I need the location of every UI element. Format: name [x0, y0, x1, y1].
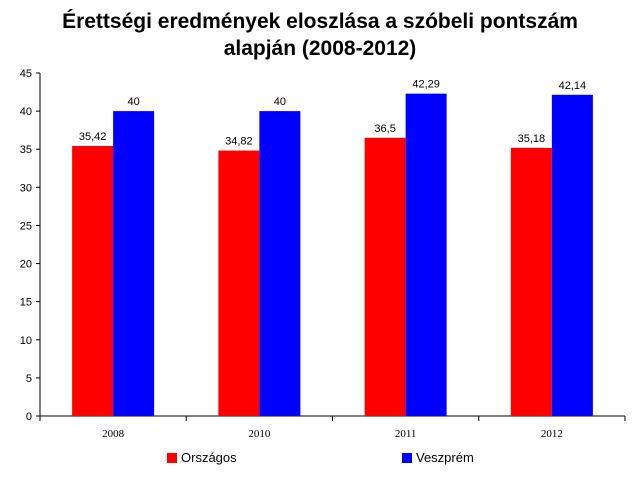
bar-chart: 0 5 10 15 20 25 30 35 40 45 2008 35,42 40 2010 34,82 40… [20, 68, 626, 440]
x-category-label: 2010 [248, 428, 271, 440]
legend-label-veszprem: Veszprém [416, 450, 474, 465]
y-tick-label: 30 [20, 182, 32, 194]
x-category-label: 2012 [541, 428, 563, 440]
bar-orszagos [364, 137, 406, 417]
legend-swatch-orszagos [167, 452, 177, 463]
x-category-label: 2011 [395, 428, 417, 440]
x-category-label: 2008 [102, 428, 125, 440]
bar-orszagos [218, 150, 260, 416]
bar-veszprem [405, 93, 447, 416]
legend: Országos Veszprém [0, 450, 640, 470]
bar-veszprem [259, 111, 301, 416]
bar-orszagos [72, 146, 114, 417]
bar-orszagos [510, 147, 552, 416]
y-tick-label: 5 [26, 373, 32, 385]
y-tick-label: 40 [20, 106, 32, 118]
bar-veszprem [113, 111, 155, 416]
data-label: 42,14 [559, 80, 587, 92]
chart-title-line-2: alapján (2008-2012) [223, 37, 417, 60]
y-tick-label: 20 [20, 259, 32, 271]
chart-title-line-1: Érettségi eredmények eloszlása a szóbeli… [62, 10, 578, 33]
y-tick-label: 35 [20, 144, 32, 156]
data-label: 42,29 [412, 79, 440, 91]
y-tick-label: 45 [20, 68, 32, 80]
y-tick-label: 10 [20, 335, 32, 347]
legend-label-orszagos: Országos [181, 450, 237, 465]
legend-swatch-veszprem [402, 452, 412, 463]
data-label: 40 [128, 96, 140, 108]
data-label: 35,42 [79, 131, 107, 143]
data-label: 40 [274, 96, 286, 108]
data-label: 36,5 [374, 123, 395, 135]
data-label: 35,18 [518, 133, 546, 145]
legend-item-veszprem: Veszprém [402, 450, 474, 465]
legend-item-orszagos: Országos [167, 450, 237, 465]
data-label: 34,82 [225, 136, 253, 148]
chart-title: Érettségi eredmények eloszlása a szóbeli… [0, 8, 640, 62]
bar-veszprem [551, 94, 593, 416]
y-tick-label: 0 [26, 411, 32, 423]
y-tick-label: 15 [20, 297, 32, 309]
y-tick-label: 25 [20, 220, 32, 232]
